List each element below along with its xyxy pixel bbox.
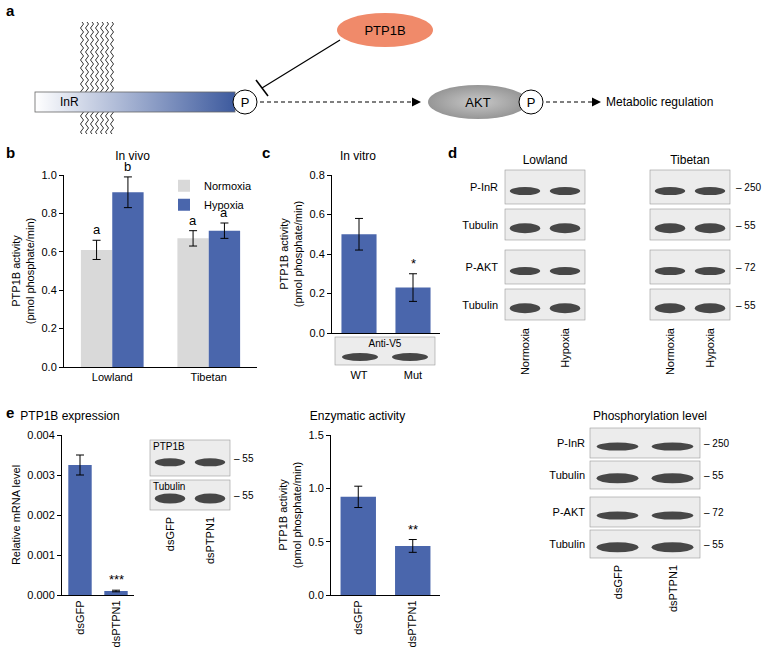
svg-text:Anti-V5: Anti-V5 — [369, 338, 402, 349]
svg-text:0.0: 0.0 — [42, 361, 57, 373]
svg-text:Lowland: Lowland — [523, 153, 568, 167]
svg-text:– 55: – 55 — [234, 490, 254, 501]
svg-text:AKT: AKT — [465, 95, 490, 110]
svg-text:dsPTPN1: dsPTPN1 — [406, 600, 418, 647]
svg-text:Tubulin: Tubulin — [462, 219, 498, 231]
svg-text:*: * — [411, 256, 416, 271]
svg-text:– 55: – 55 — [736, 220, 756, 231]
svg-text:– 55: – 55 — [704, 539, 724, 550]
svg-text:Tubulin: Tubulin — [462, 299, 498, 311]
svg-text:Normoxia: Normoxia — [204, 180, 252, 192]
svg-text:***: *** — [109, 572, 124, 587]
svg-text:WT: WT — [350, 369, 367, 381]
svg-text:a: a — [93, 222, 101, 237]
svg-text:dsGFP: dsGFP — [352, 600, 364, 634]
svg-text:dsGFP: dsGFP — [164, 517, 176, 551]
svg-text:0.0: 0.0 — [310, 327, 325, 339]
svg-text:PTP1B expression: PTP1B expression — [20, 409, 119, 423]
svg-text:Phosphorylation level: Phosphorylation level — [593, 409, 707, 423]
svg-text:a: a — [220, 205, 228, 220]
svg-text:P-AKT: P-AKT — [466, 261, 499, 273]
svg-text:d: d — [448, 144, 457, 161]
svg-text:In vivo: In vivo — [115, 149, 150, 163]
svg-text:0.8: 0.8 — [42, 207, 57, 219]
svg-text:1.5: 1.5 — [309, 429, 324, 441]
svg-text:Enzymatic activity: Enzymatic activity — [310, 409, 405, 423]
svg-text:PTP1B: PTP1B — [153, 441, 185, 452]
svg-text:Tubulin: Tubulin — [549, 538, 585, 550]
svg-text:InR: InR — [60, 95, 79, 109]
svg-text:0.6: 0.6 — [42, 246, 57, 258]
svg-text:c: c — [262, 144, 270, 161]
svg-text:dsPTPN1: dsPTPN1 — [667, 565, 679, 612]
svg-text:0.6: 0.6 — [310, 208, 325, 220]
svg-text:0.002: 0.002 — [27, 509, 55, 521]
svg-text:0.001: 0.001 — [27, 549, 55, 561]
svg-text:0.004: 0.004 — [27, 429, 55, 441]
svg-text:P-InR: P-InR — [470, 181, 498, 193]
svg-text:– 55: – 55 — [736, 300, 756, 311]
svg-text:– 250: – 250 — [736, 182, 761, 193]
svg-text:1.0: 1.0 — [309, 482, 324, 494]
svg-text:0.8: 0.8 — [310, 169, 325, 181]
svg-text:Tubulin: Tubulin — [549, 469, 585, 481]
svg-text:b: b — [6, 144, 15, 161]
svg-text:P-AKT: P-AKT — [553, 506, 586, 518]
svg-text:Hypoxia: Hypoxia — [559, 327, 571, 368]
svg-text:0.4: 0.4 — [310, 248, 325, 260]
svg-text:– 72: – 72 — [736, 262, 756, 273]
svg-text:0.2: 0.2 — [42, 322, 57, 334]
svg-text:dsGFP: dsGFP — [74, 600, 86, 634]
svg-text:0.000: 0.000 — [27, 589, 55, 601]
svg-text:0.5: 0.5 — [309, 536, 324, 548]
svg-text:dsGFP: dsGFP — [612, 565, 624, 599]
svg-text:P: P — [527, 95, 536, 110]
svg-text:0.003: 0.003 — [27, 469, 55, 481]
svg-text:Lowland: Lowland — [92, 371, 133, 383]
svg-text:Tubulin: Tubulin — [153, 481, 185, 492]
svg-text:PTP1B activity(pmol phosphate/: PTP1B activity(pmol phosphate/min) — [278, 201, 304, 307]
svg-text:Normoxia: Normoxia — [519, 327, 531, 375]
svg-text:e: e — [6, 404, 14, 421]
svg-text:In vitro: In vitro — [340, 149, 376, 163]
svg-text:Relative mRNA level: Relative mRNA level — [10, 465, 22, 565]
svg-text:P-InR: P-InR — [557, 437, 585, 449]
svg-text:Tibetan: Tibetan — [191, 371, 227, 383]
svg-text:PTP1B activity(pmol phosphate/: PTP1B activity(pmol phosphate/min) — [277, 462, 303, 568]
svg-text:Hypoxia: Hypoxia — [704, 327, 716, 368]
svg-text:– 55: – 55 — [704, 470, 724, 481]
svg-text:Mut: Mut — [404, 369, 422, 381]
svg-text:1.0: 1.0 — [42, 169, 57, 181]
svg-text:Metabolic regulation: Metabolic regulation — [606, 95, 713, 109]
svg-text:– 72: – 72 — [704, 507, 724, 518]
svg-text:Hypoxia: Hypoxia — [204, 199, 245, 211]
svg-text:a: a — [189, 213, 197, 228]
svg-text:0.4: 0.4 — [42, 284, 57, 296]
svg-text:a: a — [6, 2, 15, 19]
svg-text:0.0: 0.0 — [309, 589, 324, 601]
svg-text:P: P — [241, 95, 250, 110]
svg-text:PTP1B: PTP1B — [364, 23, 405, 38]
svg-text:PTP1B activity(pmol phosphate/: PTP1B activity(pmol phosphate/min) — [10, 218, 36, 324]
svg-text:dsPTPN1: dsPTPN1 — [110, 600, 122, 647]
svg-text:0.2: 0.2 — [310, 287, 325, 299]
svg-text:– 250: – 250 — [704, 438, 729, 449]
svg-text:dsPTPN1: dsPTPN1 — [204, 517, 216, 564]
svg-text:Normoxia: Normoxia — [664, 327, 676, 375]
svg-text:– 55: – 55 — [234, 453, 254, 464]
svg-text:Tibetan: Tibetan — [670, 153, 710, 167]
svg-text:b: b — [124, 159, 131, 174]
svg-text:**: ** — [408, 522, 418, 537]
